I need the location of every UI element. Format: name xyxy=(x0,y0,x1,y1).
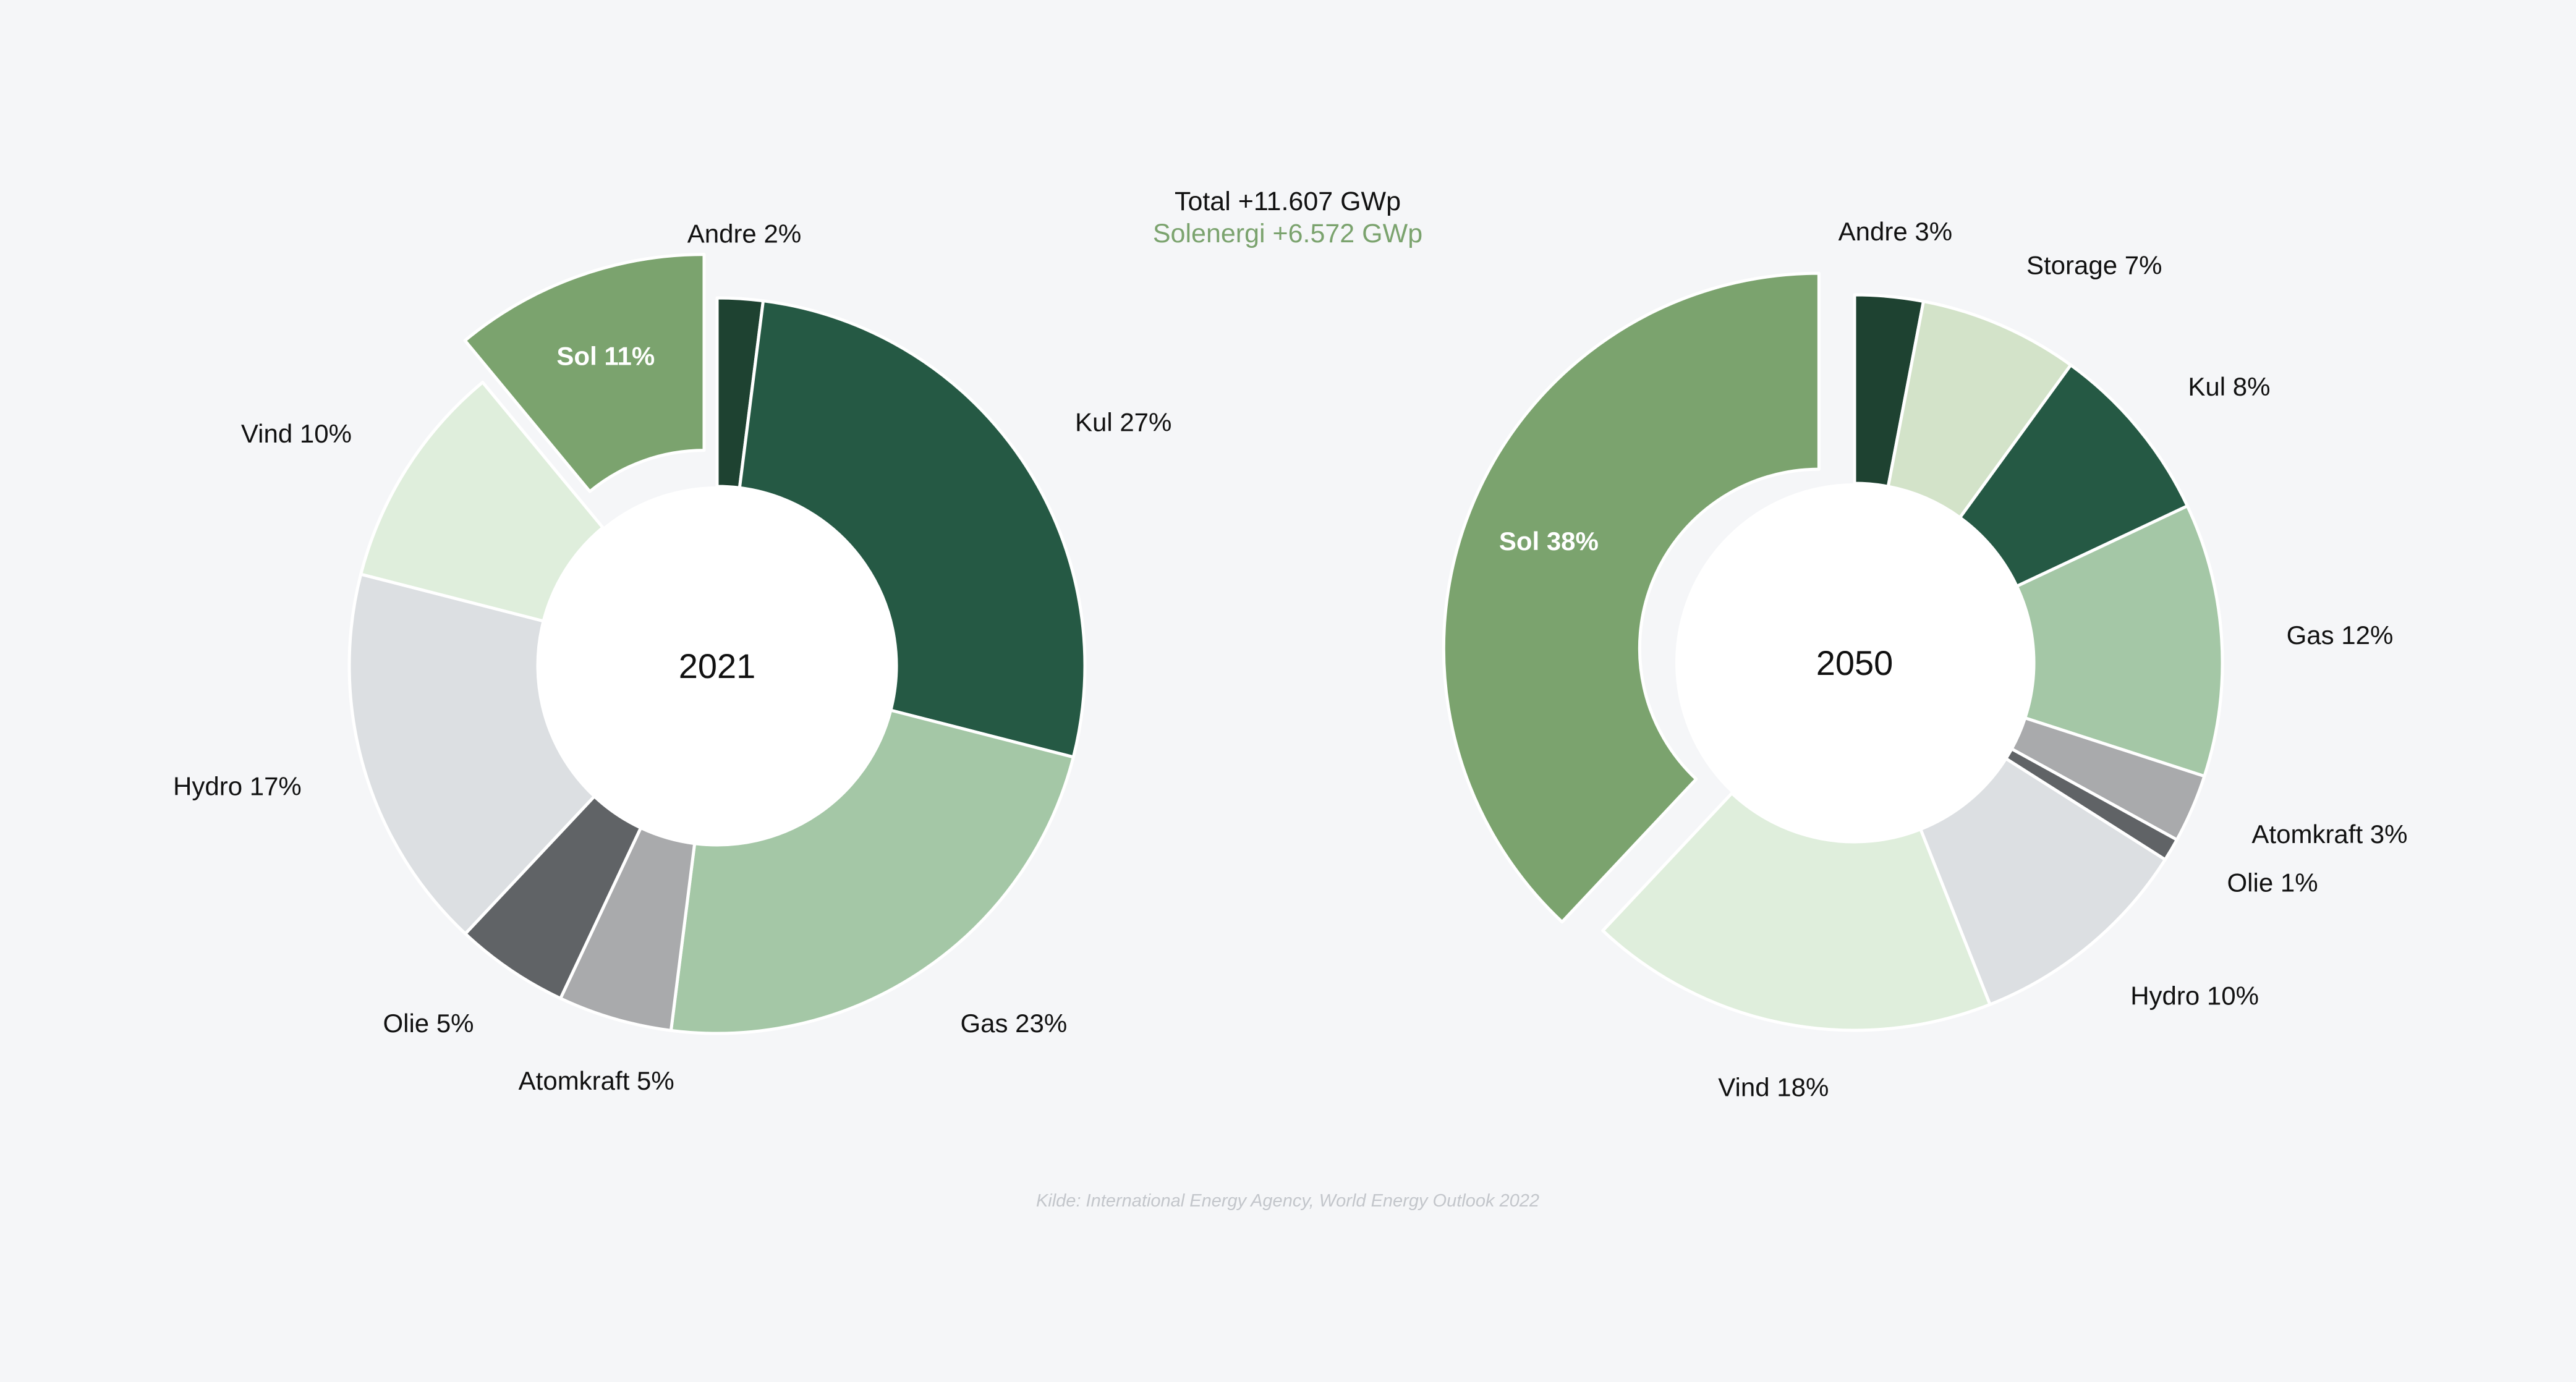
label-2021-olie: Olie 5% xyxy=(383,1009,474,1038)
label-2050-hydro: Hydro 10% xyxy=(2130,981,2259,1010)
label-2021-gas: Gas 23% xyxy=(960,1009,1067,1038)
label-2021-andre: Andre 2% xyxy=(687,219,801,248)
label-2021-hydro: Hydro 17% xyxy=(173,771,302,800)
label-2050-kul: Kul 8% xyxy=(2188,372,2270,401)
total-capacity-label: Total +11.607 GWp xyxy=(1175,187,1401,216)
label-2050-vind: Vind 18% xyxy=(1718,1073,1829,1102)
slice-2021-sol xyxy=(463,253,706,493)
label-2021-sol: Sol 11% xyxy=(556,341,655,370)
label-2050-storage: Storage 7% xyxy=(2026,251,2162,280)
label-2050-sol: Sol 38% xyxy=(1499,527,1599,556)
label-2021-vind: Vind 10% xyxy=(241,419,352,448)
solar-capacity-label: Solenergi +6.572 GWp xyxy=(1153,219,1422,248)
center-year-label: 2021 xyxy=(679,646,756,685)
label-2050-olie: Olie 1% xyxy=(2227,868,2318,897)
label-2050-atomkraft: Atomkraft 3% xyxy=(2251,820,2407,849)
donut-hole-2050 xyxy=(1675,483,2034,842)
label-2050-andre: Andre 3% xyxy=(1838,217,1952,246)
center-year-label: 2050 xyxy=(1816,643,1894,682)
donut-chart-2021: Andre 2% Kul 27% Gas 23% Atomkraft 5% Olie 5… xyxy=(173,219,1171,1095)
source-note: Kilde: International Energy Agency, Worl… xyxy=(1036,1191,1539,1211)
donut-chart-2050: Andre 3% Storage 7% Kul 8% Gas 12% Atomkraft… xyxy=(1442,217,2408,1102)
donut-hole-2021 xyxy=(538,486,896,845)
label-2021-atomkraft: Atomkraft 5% xyxy=(519,1066,674,1095)
label-2021-kul: Kul 27% xyxy=(1075,408,1171,437)
label-2050-gas: Gas 12% xyxy=(2287,621,2394,650)
slice-2050-sol xyxy=(1442,271,1821,924)
